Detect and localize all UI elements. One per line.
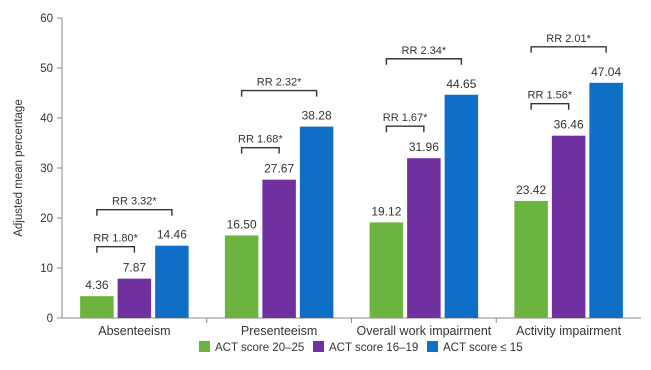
rr-annotation: RR 2.34* xyxy=(402,45,447,57)
rr-bracket xyxy=(385,125,425,133)
rr-annotation: RR 1.68* xyxy=(238,134,283,146)
legend-label: ACT score 16–19 xyxy=(329,342,418,354)
bar xyxy=(224,235,259,318)
bar xyxy=(117,278,152,318)
rr-annotation: RR 2.01* xyxy=(546,33,591,45)
rr-annotation: RR 3.32* xyxy=(112,196,157,208)
legend-swatch xyxy=(199,341,210,352)
data-label: 23.42 xyxy=(516,183,546,197)
rr-bracket xyxy=(530,46,607,53)
rr-bracket xyxy=(385,58,463,65)
data-label: 16.50 xyxy=(227,218,257,232)
bar xyxy=(299,126,334,318)
bar xyxy=(80,296,114,318)
y-tick-label: 30 xyxy=(40,163,53,175)
rr-bracket xyxy=(530,103,570,110)
y-axis-label: Adjusted mean percentage xyxy=(13,99,25,236)
data-label: 38.28 xyxy=(302,109,332,123)
y-tick-label: 50 xyxy=(40,63,53,75)
data-label: 19.12 xyxy=(371,204,401,218)
legend-swatch xyxy=(427,341,438,352)
rr-bracket xyxy=(240,146,280,154)
category-label: Absenteeism xyxy=(98,324,170,338)
bar xyxy=(514,200,548,318)
bar xyxy=(369,222,404,318)
bar xyxy=(444,94,479,318)
data-label: 36.46 xyxy=(554,118,584,132)
data-label: 14.46 xyxy=(157,228,187,242)
bar xyxy=(155,245,189,318)
category-label: Presenteeism xyxy=(241,324,317,338)
data-label: 47.04 xyxy=(591,65,621,79)
y-tick-label: 40 xyxy=(40,113,53,125)
data-label: 27.67 xyxy=(264,162,294,176)
rr-annotation: RR 1.80* xyxy=(93,233,138,245)
bar xyxy=(407,158,441,318)
rr-annotation: RR 1.56* xyxy=(528,90,573,102)
data-label: 44.65 xyxy=(446,77,476,91)
legend-swatch xyxy=(313,341,324,352)
rr-bracket xyxy=(240,89,318,97)
bar xyxy=(551,135,586,318)
rr-annotation: RR 1.67* xyxy=(383,112,428,124)
rr-annotation: RR 2.32* xyxy=(257,77,302,89)
legend-label: ACT score 20–25 xyxy=(215,342,304,354)
data-label: 7.87 xyxy=(123,261,147,275)
rr-bracket xyxy=(96,245,136,253)
data-label: 31.96 xyxy=(409,140,439,154)
category-label: Activity impairment xyxy=(516,324,621,338)
bar xyxy=(262,179,296,318)
rr-bracket xyxy=(96,209,173,216)
legend-label: ACT score ≤ 15 xyxy=(443,342,523,354)
bar xyxy=(589,82,623,318)
y-tick-label: 60 xyxy=(40,13,53,25)
y-tick-label: 20 xyxy=(40,213,53,225)
data-label: 4.36 xyxy=(85,278,109,292)
category-label: Overall work impairment xyxy=(356,324,491,338)
y-tick-label: 10 xyxy=(40,263,53,275)
y-tick-label: 0 xyxy=(47,313,53,325)
